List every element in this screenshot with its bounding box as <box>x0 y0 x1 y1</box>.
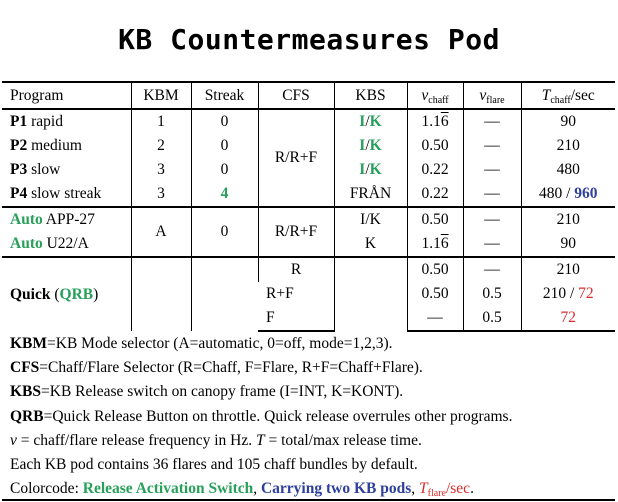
table-row: P1 rapid 1 0 R/R+F I/K 1.16 — 90 <box>2 109 615 207</box>
streak-cell: 0 <box>190 134 258 158</box>
header-program: Program <box>2 81 131 110</box>
kbm-cell: 1 <box>130 109 191 134</box>
t-chaff-cell: 210 <box>520 206 615 232</box>
nu-flare-cell: — <box>462 158 521 182</box>
program-cell: Quick (QRB) <box>2 256 131 331</box>
header-kbs: KBS <box>333 81 407 110</box>
nu-flare-cell: — <box>462 256 521 282</box>
kbs-cell: I/K <box>333 109 407 134</box>
streak-cell: 0 <box>190 206 258 257</box>
nu-chaff-cell: 0.50 <box>406 256 463 282</box>
program-cell: Auto APP-27 <box>2 206 131 232</box>
streak-cell <box>190 256 258 331</box>
nu-flare-cell: — <box>462 182 521 207</box>
nu-chaff-cell: 0.22 <box>406 182 463 207</box>
nu-flare-cell: 0.5 <box>462 282 521 306</box>
program-cell: P3 slow <box>10 161 61 178</box>
note-kbm: KBM=KB Mode selector (A=automatic, 0=off… <box>10 335 393 352</box>
table-row: P2 medium 2 0 I/K 0.50 — 210 <box>2 134 615 158</box>
table-row: P4 slow streak 3 4 FRÅN 0.22 — 480 / 960 <box>2 182 615 207</box>
nu-flare-cell: — <box>462 206 521 232</box>
header-kbm: KBM <box>130 81 191 110</box>
cfs-cell: R/R+F <box>257 109 334 207</box>
program-cell: P2 medium <box>10 137 82 154</box>
t-chaff-cell: 480 / 960 <box>520 182 615 207</box>
note-qrb: QRB=Quick Release Button on throttle. Qu… <box>10 407 513 425</box>
program-cell: P1 rapid <box>10 113 63 130</box>
note-kbs: KBS=KB Release switch on canopy frame (I… <box>10 383 404 401</box>
program-cell: P4 slow streak <box>10 185 102 202</box>
note-nu: ν = chaff/flare release frequency in Hz.… <box>10 431 422 449</box>
kbs-cell <box>333 256 407 331</box>
notes-section: KBM=KB Mode selector (A=automatic, 0=off… <box>10 332 610 501</box>
cfs-cell: F <box>258 306 334 332</box>
kbm-cell: 2 <box>130 134 191 158</box>
t-chaff-cell: 480 <box>520 158 615 182</box>
nu-chaff-cell: 0.50 <box>406 206 463 232</box>
nu-chaff-cell: 0.22 <box>406 158 463 182</box>
header-nu-flare: νflare <box>462 81 521 110</box>
t-chaff-cell: 210 / 72 <box>520 282 615 306</box>
kbs-cell: I/K <box>333 158 407 182</box>
t-chaff-cell: 90 <box>520 232 615 257</box>
table-row: R+F 0.50 0.5 210 / 72 <box>2 282 615 306</box>
nu-chaff-cell: — <box>406 306 463 332</box>
t-chaff-cell: 210 <box>520 134 615 158</box>
nu-chaff-cell: 0.50 <box>406 282 463 306</box>
page-title: KB Countermeasures Pod <box>118 23 500 56</box>
note-colorcode: Colorcode: Release Activation Switch, Ca… <box>10 480 474 500</box>
streak-cell: 0 <box>190 109 258 134</box>
cfs-cell: R <box>257 256 334 282</box>
nu-flare-cell: — <box>462 109 521 134</box>
header-nu-chaff: νchaff <box>406 81 463 110</box>
cfs-cell: R+F <box>266 285 294 302</box>
header-t-chaff: Tchaff/sec <box>520 81 615 110</box>
kbs-cell: K <box>333 232 407 257</box>
streak-cell: 4 <box>190 182 258 207</box>
note-pod-contents: Each KB pod contains 36 flares and 105 c… <box>10 455 418 473</box>
t-chaff-cell: 210 <box>520 256 615 282</box>
kbm-cell <box>130 256 191 331</box>
note-cfs: CFS=Chaff/Flare Selector (R=Chaff, F=Fla… <box>10 359 423 377</box>
table-row: F — 0.5 72 <box>2 306 615 332</box>
program-cell: Auto U22/A <box>10 235 89 252</box>
nu-chaff-cell: 0.50 <box>406 134 463 158</box>
kbs-cell: I/K <box>333 134 407 158</box>
table-row: Quick (QRB) R 0.50 — 210 <box>2 256 615 331</box>
nu-chaff-cell: 1.16 <box>406 232 463 257</box>
bottom-rule <box>2 499 615 501</box>
nu-flare-cell: — <box>462 232 521 257</box>
table-header-row: Program KBM Streak CFS KBS νchaff νflare… <box>2 81 615 110</box>
header-streak: Streak <box>190 81 258 110</box>
header-cfs: CFS <box>257 81 334 110</box>
t-chaff-cell: 72 <box>520 306 615 332</box>
streak-cell: 0 <box>190 158 258 182</box>
table-row: P3 slow 3 0 I/K 0.22 — 480 <box>2 158 615 182</box>
kbs-cell: FRÅN <box>333 182 407 207</box>
table-row: Auto APP-27 A 0 R/R+F I/K 0.50 — 210 <box>2 206 615 257</box>
kbs-cell: I/K <box>333 206 407 232</box>
kbm-cell: A <box>130 206 191 257</box>
countermeasures-table: Program KBM Streak CFS KBS νchaff νflare… <box>2 81 615 332</box>
t-chaff-cell: 90 <box>520 109 615 134</box>
nu-flare-cell: — <box>462 134 521 158</box>
cfs-cell: R/R+F <box>257 206 334 257</box>
kbm-cell: 3 <box>130 158 191 182</box>
nu-flare-cell: 0.5 <box>462 306 521 332</box>
kbm-cell: 3 <box>130 182 191 207</box>
nu-chaff-cell: 1.16 <box>406 109 463 134</box>
table-row: Auto U22/A K 1.16 — 90 <box>2 232 615 257</box>
